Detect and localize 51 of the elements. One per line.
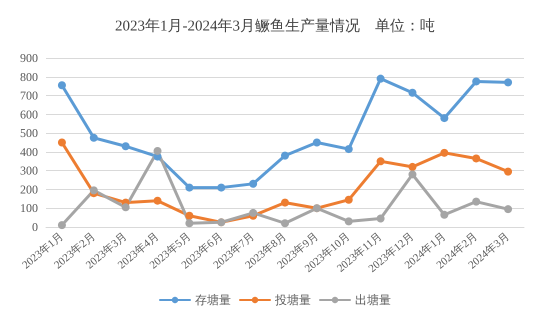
y-tick-label: 0 [32,220,38,234]
point [122,203,130,212]
point [344,145,353,154]
point [312,138,321,146]
point [58,81,66,90]
point [344,196,353,204]
point [58,221,66,230]
point [185,212,194,220]
y-tick-label: 400 [20,144,38,159]
point [408,88,416,97]
point [472,77,480,86]
y-tick-label: 500 [20,126,38,140]
point [185,219,194,228]
point [185,184,194,192]
point [440,210,448,219]
point [281,219,289,228]
y-tick-label: 700 [20,88,38,103]
legend-label: 存塘量 [195,293,231,307]
point [217,184,226,192]
point [376,214,385,223]
y-tick-label: 800 [20,70,38,84]
point [344,217,353,226]
legend-label: 出塘量 [355,293,391,307]
point [472,198,480,206]
point [376,74,385,83]
point [504,205,512,214]
point [440,114,448,122]
point [440,148,448,157]
y-tick-label: 900 [20,51,38,65]
point [281,198,289,207]
legend-label: 投塘量 [274,293,311,307]
point [408,162,416,171]
point [58,138,66,146]
point [376,157,385,166]
point [504,168,512,176]
point [472,154,480,162]
point [154,196,162,205]
point [281,152,289,160]
point [408,170,416,178]
point [122,142,130,150]
y-tick-label: 600 [20,107,38,122]
y-tick-label: 100 [20,201,38,216]
point [90,134,98,142]
y-tick-label: 200 [20,182,38,196]
point [249,208,258,217]
chart-title: 2023年1月-2024年3月鳜鱼生产量情况 单位：吨 [115,18,435,34]
y-tick-label: 300 [20,164,38,178]
point [249,180,258,188]
point [154,146,162,155]
point [90,186,98,194]
point [504,78,512,86]
